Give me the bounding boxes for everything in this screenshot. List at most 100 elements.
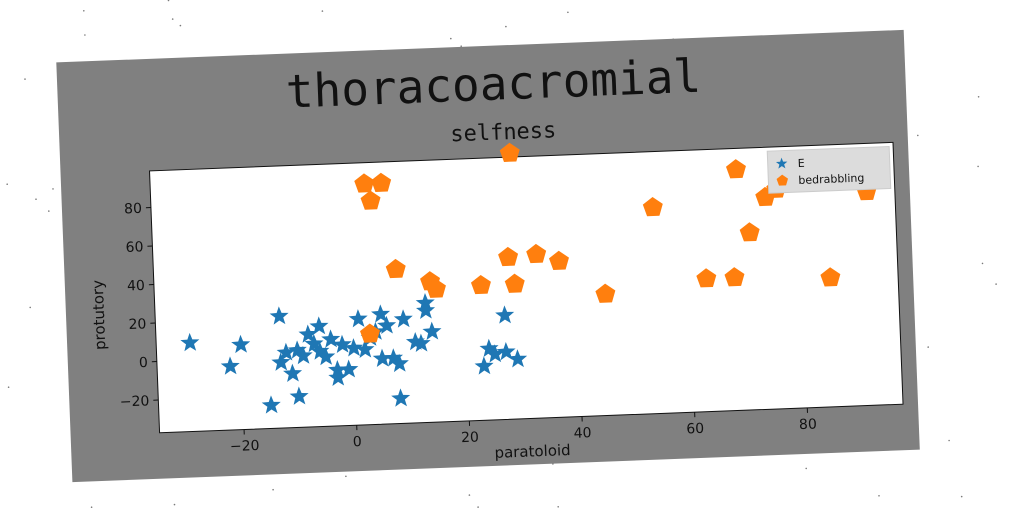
data-point-pentagon: [820, 267, 841, 287]
speckle: [460, 45, 463, 47]
data-point-star: [485, 344, 505, 363]
data-point-pentagon: [354, 173, 375, 193]
data-point-star: [416, 300, 436, 320]
speckle: [505, 25, 507, 28]
speckle: [995, 283, 997, 285]
data-point-star: [328, 367, 348, 386]
speckle: [450, 37, 452, 40]
speckle: [83, 10, 85, 12]
speckle: [35, 198, 37, 200]
data-point-pentagon: [549, 250, 569, 270]
speckle: [557, 506, 559, 508]
x-tick-label: 40: [573, 425, 591, 442]
data-point-star: [339, 359, 359, 378]
data-point-pentagon: [360, 323, 380, 343]
speckle: [7, 386, 10, 389]
data-point-star: [332, 334, 352, 354]
series-1: [354, 142, 877, 343]
x-tick-label: 60: [686, 421, 704, 438]
data-point-pentagon: [526, 243, 547, 264]
plot-area: [149, 141, 904, 434]
speckle: [878, 495, 880, 497]
y-tick-label: 60: [125, 239, 143, 256]
data-point-pentagon: [642, 197, 663, 217]
data-point-star: [261, 395, 281, 414]
data-point-star: [372, 348, 392, 367]
data-point-pentagon: [739, 222, 760, 242]
data-point-star: [391, 388, 411, 407]
x-tick-label: −20: [230, 438, 260, 455]
axis-ticks: −20 0 20 40 60 80 −20 0 20 40 60 80: [120, 201, 818, 455]
speckle: [321, 10, 324, 12]
data-point-star: [269, 306, 289, 325]
speckle: [90, 506, 93, 509]
speckle: [805, 467, 807, 470]
data-point-star: [293, 345, 313, 365]
data-point-pentagon: [360, 190, 381, 210]
scatter-marks: [180, 142, 877, 414]
data-point-star: [316, 346, 336, 366]
speckle: [6, 183, 8, 185]
speckle: [173, 503, 176, 506]
speckle: [981, 262, 984, 265]
speckle: [29, 306, 32, 309]
speckle: [468, 494, 471, 496]
speckle: [345, 475, 347, 478]
speckle: [477, 506, 479, 508]
data-point-star: [508, 349, 528, 368]
data-point-pentagon: [470, 274, 491, 295]
data-point-pentagon: [595, 283, 616, 303]
chart-title: selfness: [450, 118, 557, 147]
y-tick-label: −20: [120, 393, 150, 410]
speckle: [927, 346, 929, 348]
legend-box: [766, 146, 892, 194]
speckle: [179, 24, 182, 27]
data-point-star: [411, 333, 431, 352]
speckle: [52, 188, 54, 190]
data-point-star: [271, 352, 291, 371]
legend-marker: [776, 174, 788, 186]
speckle: [48, 210, 50, 212]
legend-label: bedrabbling: [798, 172, 864, 188]
series-0: [180, 293, 528, 414]
data-point-pentagon: [499, 142, 520, 162]
data-point-pentagon: [724, 267, 745, 287]
data-point-star: [377, 315, 397, 334]
data-point-pentagon: [504, 273, 525, 293]
rotated-figure: thoracoacromial selfness −20 0 20 40 60 80−20…: [56, 29, 920, 483]
speckle: [84, 34, 86, 36]
speckle: [167, 0, 170, 2]
y-tick-label: 20: [128, 316, 146, 333]
data-point-star: [180, 332, 200, 352]
speckle: [960, 495, 963, 498]
data-point-star: [231, 334, 251, 354]
data-point-star: [495, 305, 515, 324]
data-point-pentagon: [696, 268, 717, 288]
data-point-pentagon: [498, 246, 519, 267]
legend-label: E: [797, 157, 804, 170]
data-point-star: [393, 309, 413, 328]
data-point-star: [355, 339, 375, 358]
data-point-star: [496, 341, 516, 361]
x-tick-label: 0: [353, 434, 363, 450]
speckle: [567, 11, 569, 14]
speckle: [977, 96, 980, 98]
speckle: [24, 78, 26, 80]
data-point-star: [474, 356, 494, 375]
data-point-star: [389, 353, 409, 373]
x-tick-label: 20: [461, 429, 479, 446]
x-axis-label: paratoloid: [494, 441, 571, 462]
data-point-pentagon: [725, 159, 746, 179]
speckle: [171, 18, 174, 20]
data-point-pentagon: [371, 172, 392, 192]
data-point-star: [309, 316, 329, 335]
data-point-star: [348, 309, 368, 328]
speckle: [977, 165, 979, 168]
data-point-star: [283, 363, 303, 382]
y-axis-label: protutory: [89, 280, 110, 351]
x-tick-label: 80: [799, 417, 817, 434]
data-point-pentagon: [385, 258, 406, 279]
data-point-star: [344, 338, 364, 357]
